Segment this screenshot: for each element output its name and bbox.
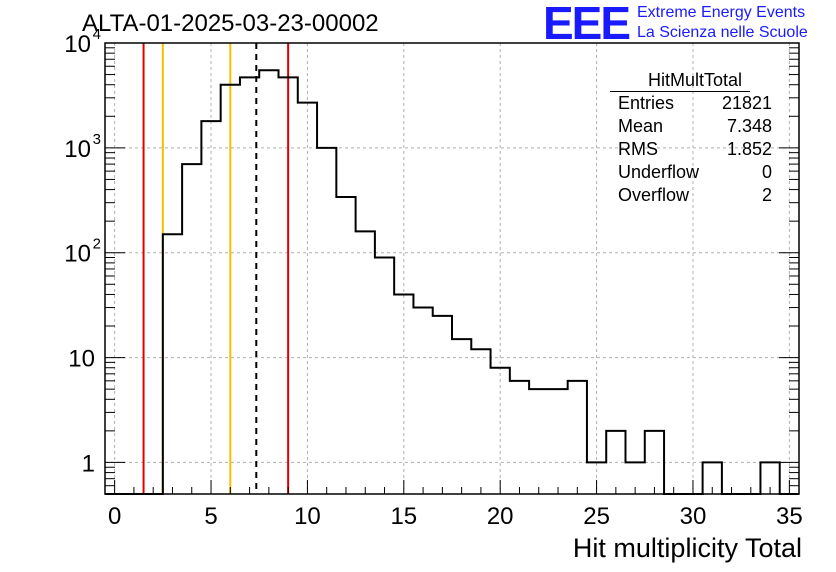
x-tick-label: 15 (390, 503, 417, 530)
x-tick-label: 5 (204, 503, 217, 530)
logo-line-2: La Scienza nelle Scuole (637, 24, 808, 41)
stats-row-overflow: Overflow 2 (610, 184, 780, 207)
stats-row-mean: Mean 7.348 (610, 115, 780, 138)
stats-label: Entries (618, 93, 675, 113)
stats-value: 21821 (721, 93, 772, 113)
chart-title: ALTA-01-2025-03-23-00002 (82, 10, 379, 37)
stats-label: RMS (618, 139, 658, 159)
stats-row-rms: RMS 1.852 (610, 138, 780, 161)
x-tick-label: 0 (108, 503, 121, 530)
stats-value: 1.852 (726, 139, 772, 159)
x-tick-label: 10 (294, 503, 321, 530)
x-tick-label: 20 (487, 503, 514, 530)
marker-lines (142, 43, 290, 494)
axis-ticks (105, 42, 799, 494)
stats-value: 2 (761, 185, 772, 205)
y-tick-label: 10 (64, 31, 91, 58)
logo-line-1: Extreme Energy Events (637, 4, 806, 21)
y-tick-label: 1 (82, 450, 95, 477)
y-tick-label: 10 (68, 346, 95, 373)
x-axis-label: Hit multiplicity Total (572, 533, 802, 563)
stats-row-underflow: Underflow 0 (610, 161, 780, 184)
eee-logo: EEE (543, 0, 631, 49)
stats-label: Overflow (618, 185, 690, 205)
x-tick-label: 30 (680, 503, 707, 530)
stats-label: Underflow (618, 162, 700, 182)
x-tick-label: 35 (776, 503, 803, 530)
y-tick-exponent: 3 (93, 131, 101, 148)
y-tick-label: 10 (64, 136, 91, 163)
stats-row-entries: Entries 21821 (610, 92, 780, 115)
stats-title: HitMultTotal (647, 70, 743, 90)
stats-box: HitMultTotal Entries 21821 Mean 7.348 RM… (610, 70, 780, 207)
stats-value: 0 (761, 162, 772, 182)
stats-label: Mean (618, 116, 664, 136)
y-tick-exponent: 4 (93, 26, 101, 43)
y-tick-label: 10 (64, 241, 91, 268)
stats-value: 7.348 (726, 116, 772, 136)
y-tick-exponent: 2 (93, 236, 101, 253)
x-tick-label: 25 (583, 503, 610, 530)
